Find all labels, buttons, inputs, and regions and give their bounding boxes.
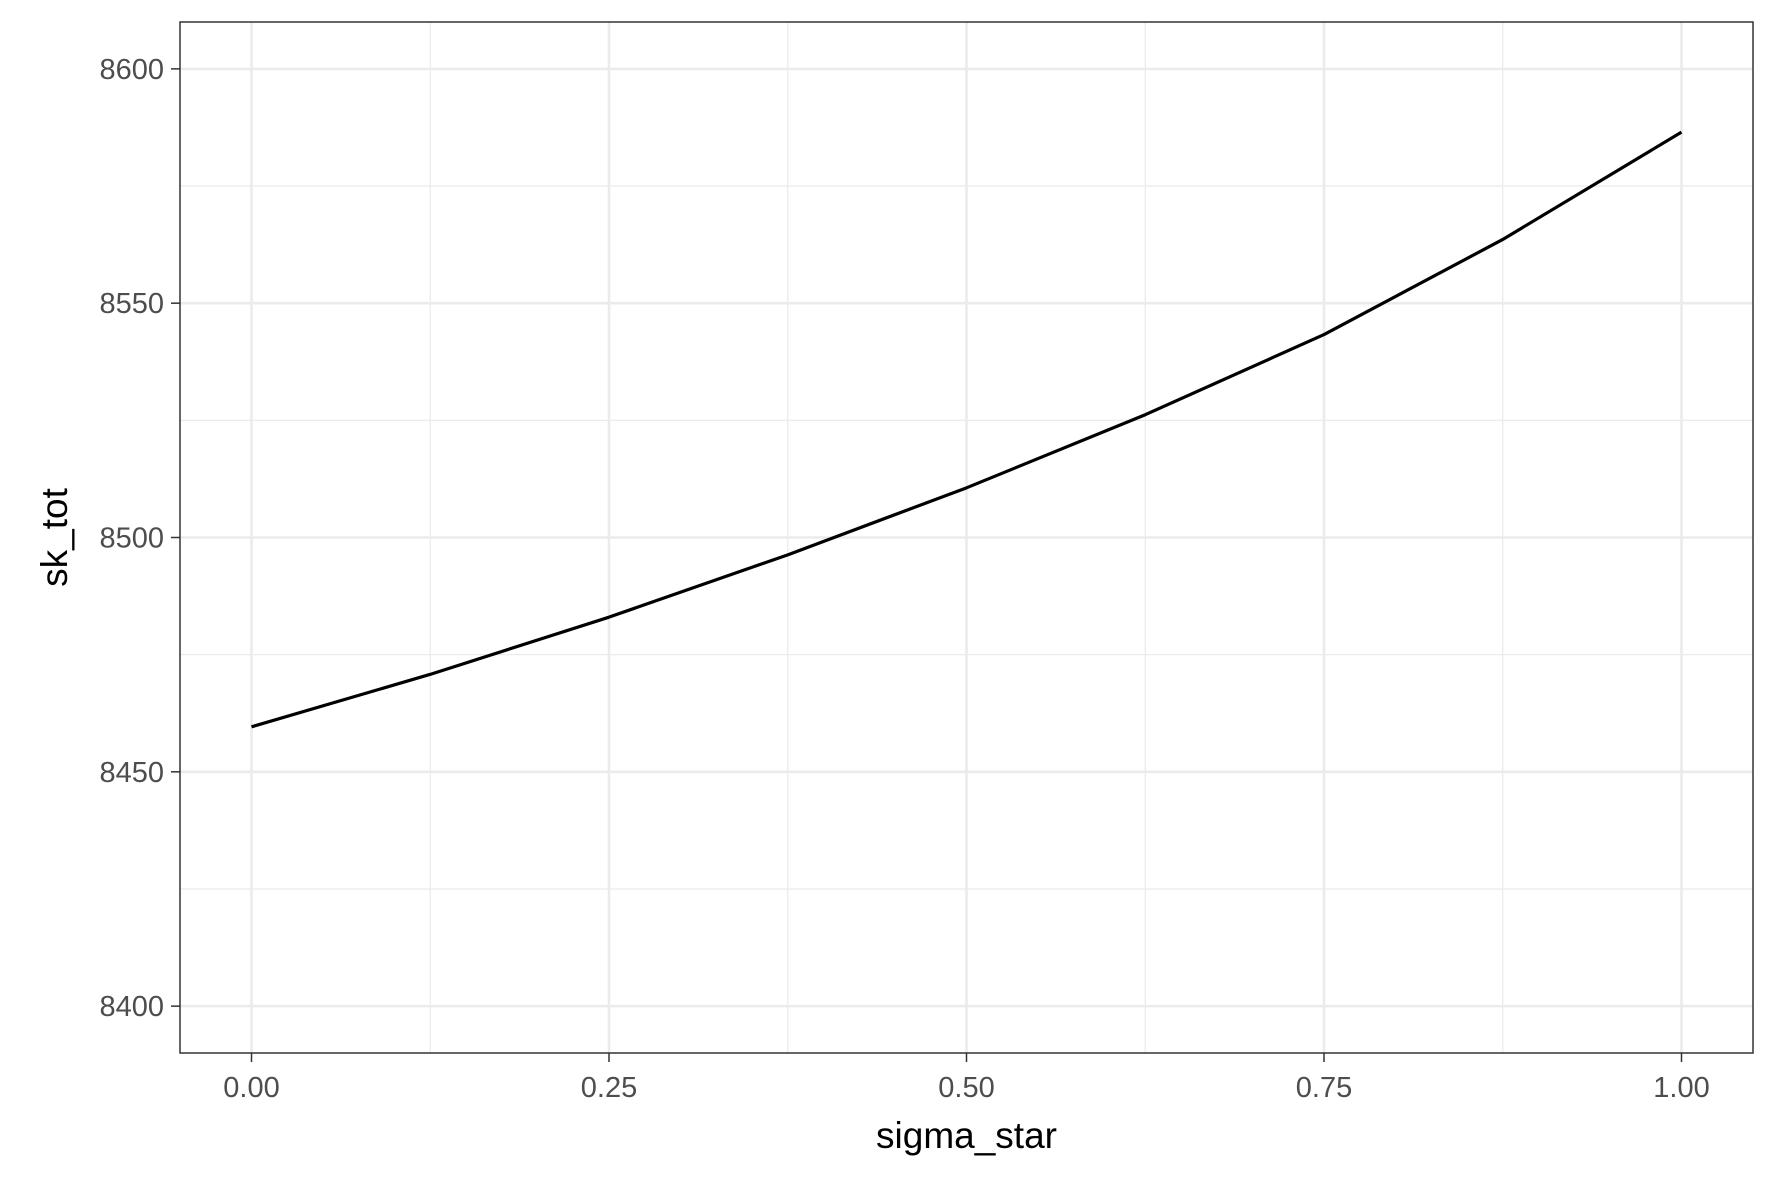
y-tick-label: 8500 (99, 523, 164, 555)
y-tick-label: 8600 (99, 54, 164, 86)
series-line (251, 130, 1683, 729)
y-tick-label: 8400 (99, 991, 164, 1023)
x-tick-label: 0.75 (1296, 1072, 1352, 1104)
x-tick-label: 0.00 (223, 1072, 279, 1104)
x-tick-label: 0.50 (938, 1072, 994, 1104)
x-axis: 0.00 0.25 0.50 0.75 1.00 (223, 1053, 1710, 1104)
y-tick-label: 8450 (99, 757, 164, 789)
series-layer (251, 130, 1683, 729)
y-tick-label: 8550 (99, 288, 164, 320)
y-axis-title: sk_tot (34, 487, 75, 586)
major-gridlines (180, 22, 1753, 1053)
x-axis-title: sigma_star (876, 1115, 1057, 1156)
y-axis: 8400 8450 8500 8550 8600 (99, 54, 180, 1023)
x-tick-label: 1.00 (1653, 1072, 1709, 1104)
x-tick-label: 0.25 (581, 1072, 637, 1104)
